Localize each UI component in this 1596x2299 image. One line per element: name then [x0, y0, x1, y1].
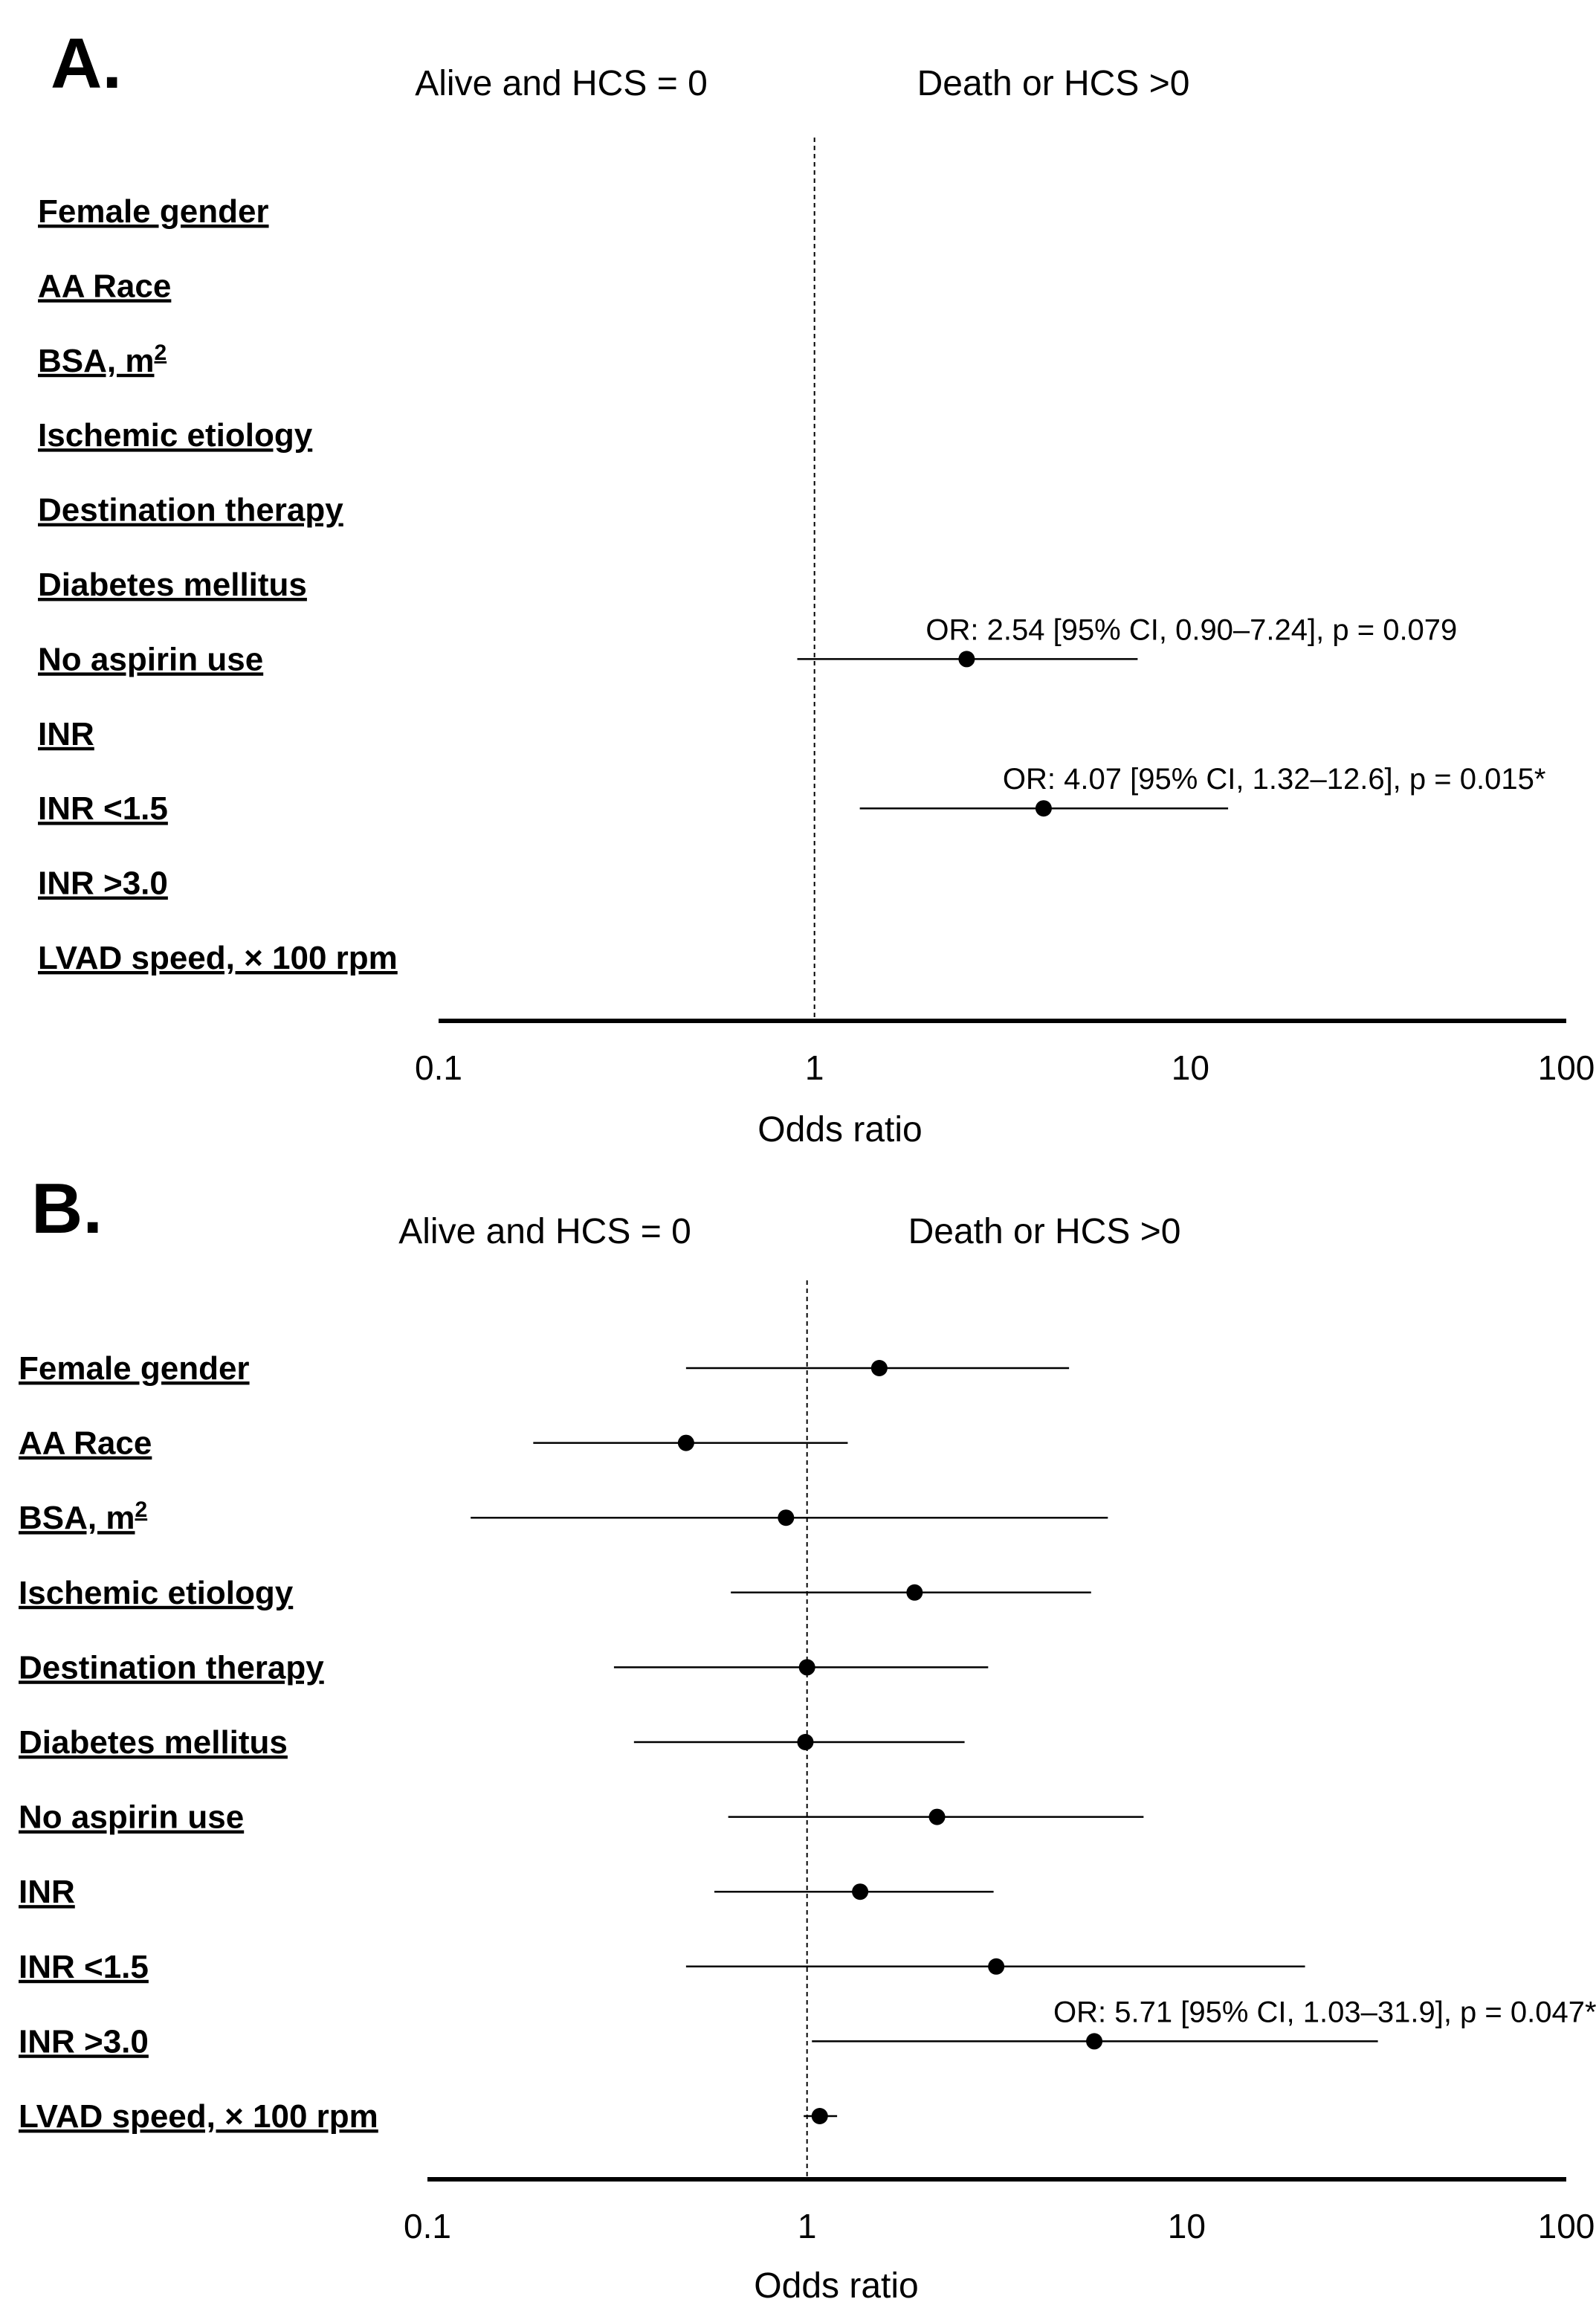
row-label: AA Race: [19, 1425, 152, 1462]
row-label: BSA, m2: [19, 1497, 147, 1536]
x-tick-label: 100: [1538, 1048, 1595, 1087]
row-label: Female gender: [38, 193, 269, 230]
forest-row: Destination therapy: [38, 492, 343, 529]
or-annotation: OR: 5.71 [95% CI, 1.03–31.9], p = 0.047*: [1053, 1996, 1596, 2028]
row-label: INR <1.5: [38, 790, 168, 827]
x-tick-label: 0.1: [415, 1048, 462, 1087]
row-label: INR >3.0: [38, 865, 168, 902]
panel-label: A.: [51, 24, 122, 103]
row-label: Diabetes mellitus: [38, 567, 307, 603]
point-estimate: [797, 1734, 814, 1750]
forest-row: Female gender: [38, 193, 269, 230]
row-label-superscript: 2: [135, 1497, 147, 1522]
point-estimate: [1086, 2033, 1103, 2050]
forest-row: INR >3.0: [38, 865, 168, 902]
row-label: BSA, m2: [38, 341, 167, 379]
row-label: INR: [38, 716, 94, 752]
row-label: Destination therapy: [19, 1649, 324, 1686]
x-axis-title: Odds ratio: [757, 1110, 922, 1150]
or-annotation: OR: 2.54 [95% CI, 0.90–7.24], p = 0.079: [925, 613, 1457, 646]
row-label: AA Race: [38, 268, 171, 304]
x-tick-label: 1: [798, 2207, 817, 2245]
forest-row: AA Race: [38, 268, 171, 304]
point-estimate: [988, 1958, 1005, 1975]
point-estimate: [811, 2108, 828, 2124]
forest-row: No aspirin use: [19, 1799, 1144, 1836]
row-label: No aspirin use: [38, 641, 263, 677]
forest-row: Diabetes mellitus: [38, 567, 307, 603]
row-label: No aspirin use: [19, 1799, 244, 1836]
point-estimate: [928, 1808, 946, 1825]
point-estimate: [798, 1659, 815, 1676]
x-tick-label: 10: [1172, 1048, 1209, 1087]
forest-row: LVAD speed, × 100 rpm: [38, 940, 398, 976]
forest-row: INR: [19, 1874, 994, 1910]
row-label: Ischemic etiology: [38, 417, 313, 454]
group-label-right: Death or HCS >0: [908, 1212, 1181, 1251]
row-label: INR >3.0: [19, 2023, 149, 2060]
point-estimate: [1035, 800, 1052, 817]
point-estimate: [852, 1883, 869, 1900]
forest-row: Female gender: [19, 1350, 1070, 1387]
forest-row: INR: [38, 716, 94, 752]
x-axis-title: Odds ratio: [754, 2266, 918, 2299]
forest-row: BSA, m2: [38, 341, 167, 379]
or-annotation: OR: 4.07 [95% CI, 1.32–12.6], p = 0.015*: [1003, 763, 1546, 796]
forest-row: Destination therapy: [19, 1649, 989, 1686]
forest-panel-a: A. Alive and HCS = 0 Death or HCS >0 Female…: [38, 24, 1595, 1150]
forest-row: INR <1.5 OR: 4.07 [95% CI, 1.32–12.6], p …: [38, 763, 1545, 827]
forest-row: INR <1.5: [19, 1949, 1305, 1985]
forest-panel-b: B. Alive and HCS = 0 Death or HCS >0 Female…: [19, 1169, 1596, 2299]
x-tick-label: 0.1: [404, 2207, 451, 2245]
row-label: Female gender: [19, 1350, 250, 1387]
x-tick-label: 1: [805, 1048, 824, 1087]
panel-label: B.: [31, 1169, 103, 1248]
forest-row: INR >3.0 OR: 5.71 [95% CI, 1.03–31.9], p …: [19, 1996, 1596, 2060]
group-label-left: Alive and HCS = 0: [415, 64, 708, 103]
row-label: Diabetes mellitus: [19, 1724, 288, 1761]
point-estimate: [958, 651, 975, 668]
x-tick-label: 100: [1538, 2207, 1595, 2245]
row-label-superscript: 2: [154, 341, 167, 365]
row-label: INR: [19, 1874, 75, 1910]
row-label: LVAD speed, × 100 rpm: [19, 2098, 378, 2135]
point-estimate: [906, 1584, 923, 1601]
row-label: Ischemic etiology: [19, 1575, 294, 1611]
point-estimate: [778, 1509, 795, 1526]
group-label-right: Death or HCS >0: [917, 64, 1190, 103]
forest-row: No aspirin use OR: 2.54 [95% CI, 0.90–7.2…: [38, 613, 1457, 677]
forest-row: AA Race: [19, 1425, 848, 1462]
row-label: LVAD speed, × 100 rpm: [38, 940, 398, 976]
forest-row: Ischemic etiology: [38, 417, 313, 454]
row-label: Destination therapy: [38, 492, 343, 529]
forest-row: Ischemic etiology: [19, 1575, 1091, 1611]
forest-row: Diabetes mellitus: [19, 1724, 965, 1761]
group-label-left: Alive and HCS = 0: [398, 1212, 691, 1251]
forest-row: LVAD speed, × 100 rpm: [19, 2098, 838, 2135]
forest-row: BSA, m2: [19, 1497, 1108, 1536]
point-estimate: [870, 1360, 888, 1376]
row-label: INR <1.5: [19, 1949, 149, 1985]
point-estimate: [677, 1434, 694, 1451]
x-tick-label: 10: [1168, 2207, 1206, 2245]
